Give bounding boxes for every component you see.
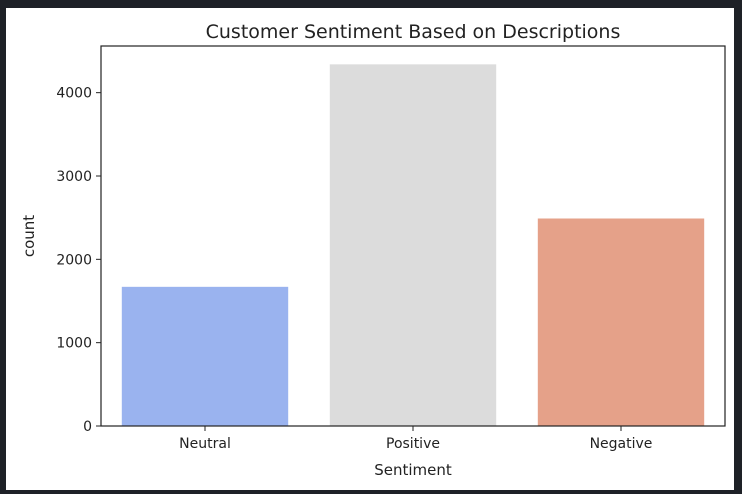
x-tick-label: Positive bbox=[386, 436, 440, 452]
y-tick-label: 1000 bbox=[56, 336, 92, 352]
bar-positive bbox=[329, 64, 497, 427]
bar-neutral bbox=[121, 286, 289, 426]
chart-panel: Customer Sentiment Based on Descriptions… bbox=[6, 8, 734, 490]
y-axis-label: count bbox=[20, 215, 38, 257]
chart-title: Customer Sentiment Based on Descriptions bbox=[206, 21, 621, 43]
y-tick-label: 2000 bbox=[56, 252, 92, 268]
bar-negative bbox=[537, 218, 705, 426]
bar-chart: Customer Sentiment Based on Descriptions… bbox=[20, 21, 726, 479]
x-tick-label: Negative bbox=[590, 436, 653, 452]
x-axis-label: Sentiment bbox=[374, 461, 452, 479]
y-tick-label: 0 bbox=[83, 419, 92, 435]
y-tick-label: 4000 bbox=[56, 86, 92, 102]
plot-area-frame bbox=[100, 45, 726, 427]
x-tick-label: Neutral bbox=[179, 436, 231, 452]
y-tick-label: 3000 bbox=[56, 169, 92, 185]
